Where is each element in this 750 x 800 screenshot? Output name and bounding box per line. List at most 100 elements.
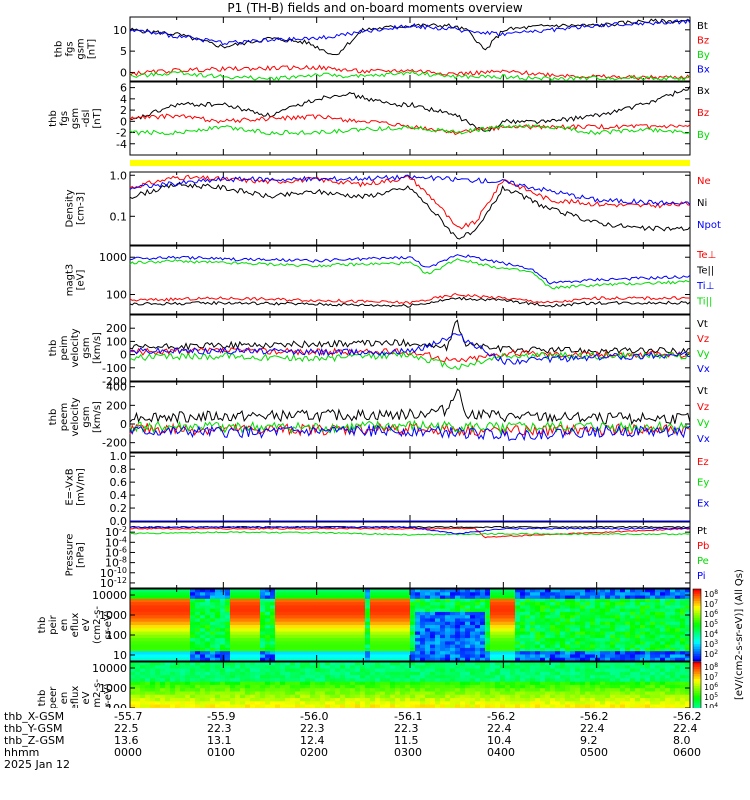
spectrogram-cell	[335, 589, 341, 593]
spectrogram-cell	[410, 618, 416, 623]
spectrogram-cell	[500, 618, 506, 623]
spectrogram-cell	[460, 647, 466, 652]
spectrogram-cell	[510, 675, 516, 679]
spectrogram-cell	[160, 592, 166, 597]
spectrogram-cell	[260, 684, 266, 689]
spectrogram-cell	[565, 634, 571, 639]
spectrogram-cell	[330, 698, 336, 702]
spectrogram-cell	[165, 589, 171, 593]
spectrogram-cell	[185, 671, 191, 676]
spectrogram-cell	[385, 598, 391, 603]
spectrogram-cell	[490, 688, 496, 692]
spectrogram-cell	[560, 605, 566, 610]
spectrogram-cell	[370, 595, 376, 600]
spectrogram-cell	[480, 671, 486, 676]
spectrogram-cell	[470, 595, 476, 600]
spectrogram-cell	[545, 662, 551, 666]
spectrogram-cell	[145, 641, 151, 646]
spectrogram-cell	[315, 638, 321, 642]
spectrogram-cell	[340, 675, 346, 679]
spectrogram-cell	[395, 678, 401, 683]
spectrogram-cell	[395, 698, 401, 702]
spectrogram-cell	[365, 598, 371, 603]
spectrogram-cell	[175, 668, 181, 673]
spectrogram-cell	[330, 598, 336, 603]
spectrogram-cell	[620, 605, 626, 610]
spectrogram-cell	[470, 631, 476, 636]
spectrogram-cell	[195, 678, 201, 683]
y-axis-label: Density	[65, 189, 76, 227]
spectrogram-cell	[460, 611, 466, 616]
spectrogram-cell	[335, 694, 341, 699]
spectrogram-cell	[455, 602, 461, 606]
spectrogram-cell	[465, 638, 471, 642]
spectrogram-cell	[620, 592, 626, 597]
spectrogram-cell	[285, 589, 291, 593]
spectrogram-cell	[315, 681, 321, 686]
spectrogram-cell	[465, 688, 471, 692]
spectrogram-cell	[185, 631, 191, 636]
spectrogram-cell	[500, 595, 506, 600]
spectrogram-cell	[230, 694, 236, 699]
spectrogram-cell	[255, 638, 261, 642]
spectrogram-cell	[255, 618, 261, 623]
spectrogram-cell	[325, 675, 331, 679]
spectrogram-cell	[225, 631, 231, 636]
spectrogram-cell	[535, 678, 541, 683]
spectrogram-cell	[485, 688, 491, 692]
spectrogram-cell	[620, 634, 626, 639]
spectrogram-cell	[325, 595, 331, 600]
spectrogram-cell	[480, 621, 486, 626]
spectrogram-cell	[495, 704, 501, 708]
spectrogram-cell	[580, 634, 586, 639]
spectrogram-cell	[610, 621, 616, 626]
spectrogram-cell	[305, 621, 311, 626]
series-pe	[129, 531, 691, 536]
spectrogram-cell	[205, 694, 211, 699]
spectrogram-cell	[525, 665, 531, 670]
spectrogram-cell	[455, 668, 461, 673]
spectrogram-cell	[235, 605, 241, 610]
spectrogram-cell	[410, 681, 416, 686]
spectrogram-cell	[210, 592, 216, 597]
spectrogram-cell	[555, 631, 561, 636]
spectrogram-cell	[400, 631, 406, 636]
spectrogram-cell	[170, 678, 176, 683]
spectrogram-cell	[560, 595, 566, 600]
spectrogram-cell	[165, 665, 171, 670]
spectrogram-cell	[400, 665, 406, 670]
spectrogram-cell	[290, 621, 296, 626]
spectrogram-cell	[480, 589, 486, 593]
spectrogram-cell	[665, 602, 671, 606]
spectrogram-cell	[620, 631, 626, 636]
spectrogram-cell	[140, 634, 146, 639]
spectrogram-cell	[605, 615, 611, 619]
spectrogram-cell	[440, 638, 446, 642]
spectrogram-cell	[615, 608, 621, 613]
spectrogram-cell	[325, 647, 331, 652]
spectrogram-cell	[355, 644, 361, 649]
spectrogram-cell	[485, 641, 491, 646]
spectrogram-cell	[235, 638, 241, 642]
spectrogram-cell	[155, 615, 161, 619]
spectrogram-cell	[335, 671, 341, 676]
spectrogram-cell	[605, 618, 611, 623]
spectrogram-cell	[415, 621, 421, 626]
spectrogram-cell	[235, 618, 241, 623]
spectrogram-cell	[515, 678, 521, 683]
spectrogram-cell	[405, 592, 411, 597]
spectrogram-cell	[160, 628, 166, 633]
spectrogram-cell	[350, 647, 356, 652]
spectrogram-cell	[340, 605, 346, 610]
spectrogram-cell	[250, 615, 256, 619]
spectrogram-cell	[640, 625, 646, 629]
spectrogram-cell	[140, 598, 146, 603]
spectrogram-cell	[520, 641, 526, 646]
spectrogram-cell	[675, 589, 681, 593]
spectrogram-cell	[610, 647, 616, 652]
spectrogram-cell	[565, 678, 571, 683]
spectrogram-cell	[450, 691, 456, 696]
spectrogram-cell	[260, 598, 266, 603]
spectrogram-cell	[240, 618, 246, 623]
legend-label: Bx	[697, 86, 710, 97]
